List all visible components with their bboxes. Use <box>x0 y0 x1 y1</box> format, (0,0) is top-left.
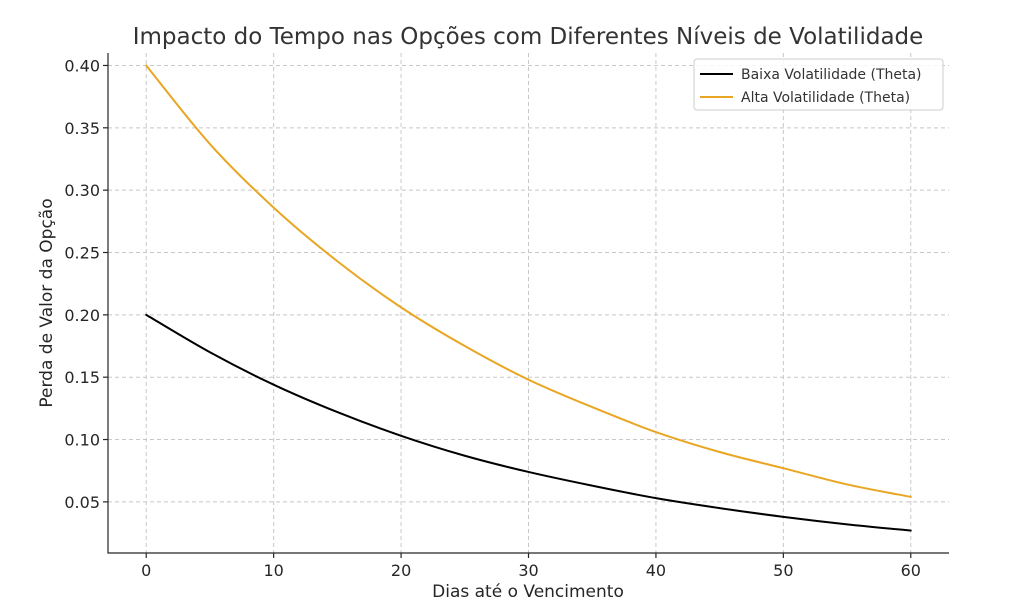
legend-label: Baixa Volatilidade (Theta) <box>741 67 922 83</box>
x-axis-label: Dias até o Vencimento <box>432 582 624 602</box>
y-tick-label: 0.25 <box>64 244 100 263</box>
chart-title: Impacto do Tempo nas Opções com Diferent… <box>133 24 924 50</box>
x-tick-label: 50 <box>773 561 793 580</box>
axis-spines <box>107 53 949 554</box>
axes <box>107 53 949 554</box>
y-tick-label: 0.30 <box>64 181 100 200</box>
y-tick-label: 0.05 <box>64 493 100 512</box>
legend: Baixa Volatilidade (Theta) Alta Volatilid… <box>693 58 944 111</box>
legend-label: Alta Volatilidade (Theta) <box>741 90 910 106</box>
legend-box <box>693 58 944 111</box>
y-axis-label: Perda de Valor da Opção <box>37 198 57 407</box>
x-tick-label: 20 <box>391 561 411 580</box>
x-tick-label: 40 <box>646 561 666 580</box>
y-tick-label: 0.35 <box>64 119 100 138</box>
x-tick-label: 30 <box>518 561 538 580</box>
y-axis-ticks: 0.05 0.10 0.15 0.20 0.25 0.30 0.35 0.40 <box>64 56 108 512</box>
series-line-baixa-volatilidade <box>145 313 912 532</box>
x-axis-ticks: 0 10 20 30 40 50 60 <box>141 553 921 580</box>
x-tick-label: 0 <box>141 561 151 580</box>
x-tick-label: 10 <box>263 561 283 580</box>
y-tick-label: 0.40 <box>64 56 100 75</box>
series-line-alta-volatilidade <box>145 64 912 498</box>
y-tick-label: 0.20 <box>64 306 100 325</box>
y-tick-label: 0.10 <box>64 431 100 450</box>
y-tick-label: 0.15 <box>64 368 100 387</box>
series-lines <box>145 64 912 532</box>
x-tick-label: 60 <box>901 561 921 580</box>
